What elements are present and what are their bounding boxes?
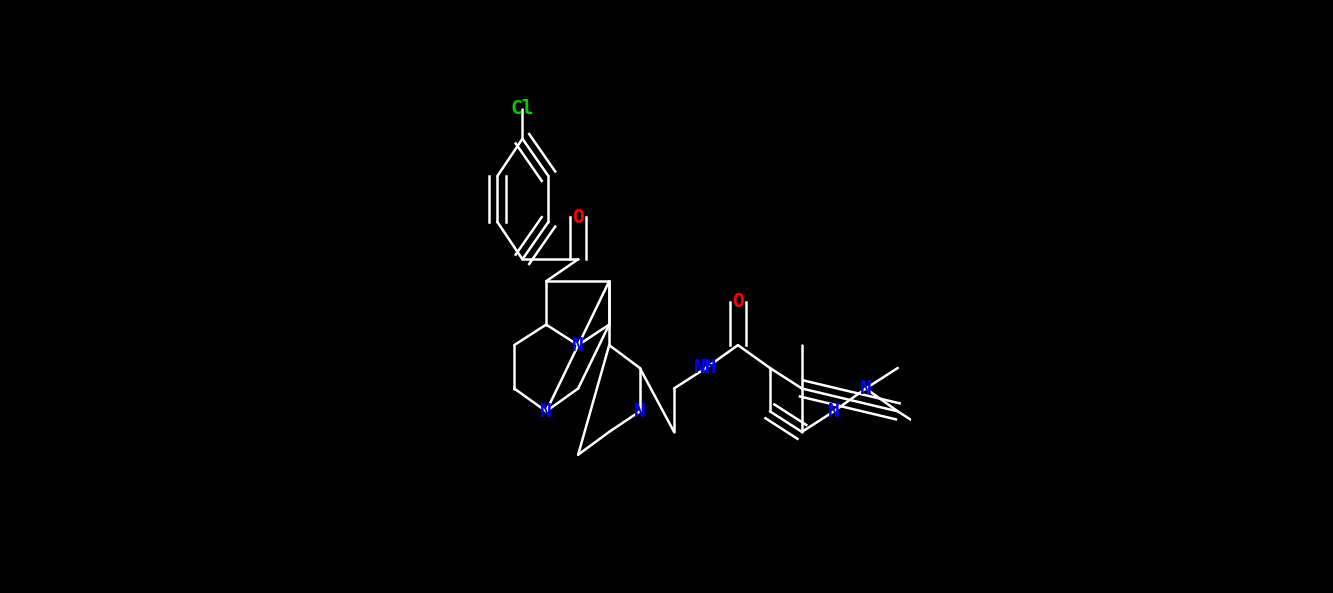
Text: N: N [828, 402, 840, 421]
Text: NH: NH [694, 358, 717, 378]
Text: Cl: Cl [511, 99, 535, 118]
Text: N: N [572, 336, 584, 355]
Text: N: N [860, 379, 872, 398]
Text: N: N [540, 402, 552, 421]
Text: O: O [572, 208, 584, 227]
Text: O: O [732, 292, 744, 311]
Text: N: N [635, 402, 645, 421]
